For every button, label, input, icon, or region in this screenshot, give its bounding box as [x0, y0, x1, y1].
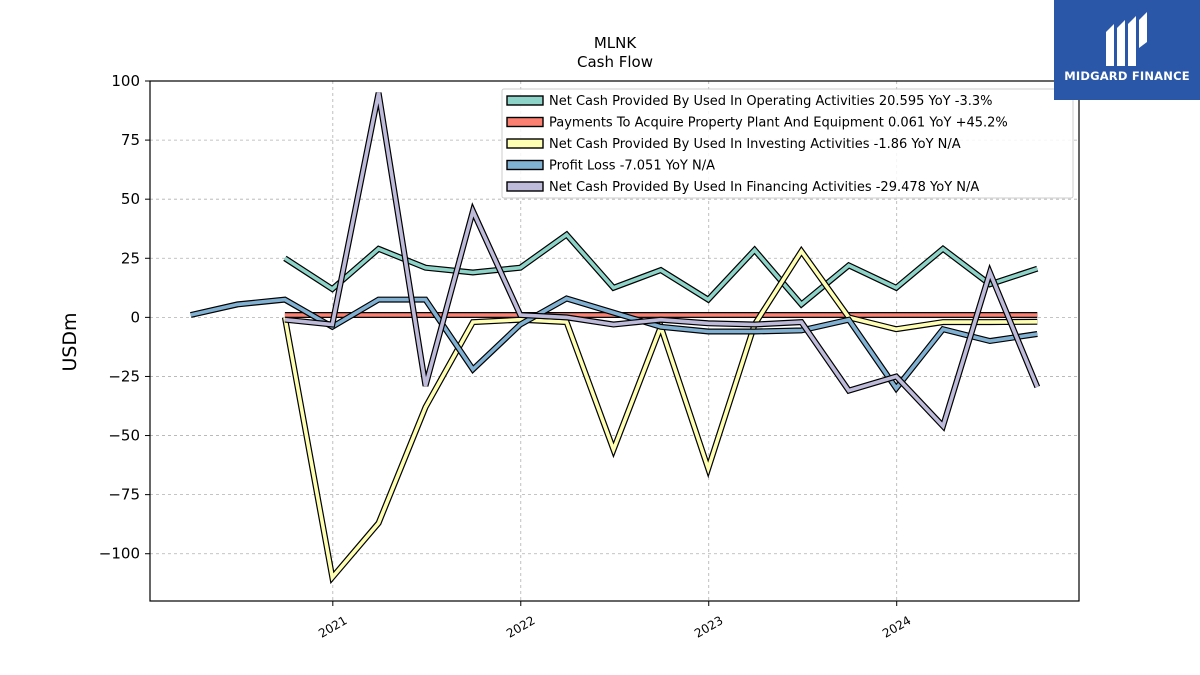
midgard-finance-logo: MIDGARD FINANCE	[1054, 0, 1200, 100]
legend-entry: Net Cash Provided By Used In Financing A…	[549, 180, 979, 195]
y-tick-label: −100	[99, 545, 140, 563]
legend: Net Cash Provided By Used In Operating A…	[501, 88, 1074, 199]
y-tick-label: 25	[121, 249, 140, 267]
legend-entry: Net Cash Provided By Used In Investing A…	[549, 137, 961, 152]
midgard-logo-icon	[1106, 12, 1147, 66]
legend-swatch	[506, 138, 544, 149]
y-tick-label: −50	[108, 427, 140, 445]
plot-area-frame	[149, 80, 1080, 602]
x-tick-label: 2024	[880, 613, 913, 640]
y-tick-label: −75	[108, 486, 140, 504]
y-tick-label: −25	[108, 367, 140, 385]
chart-title: MLNK	[594, 34, 638, 52]
y-tick-label: 100	[111, 72, 140, 90]
x-axis-ticks: 2021 2022 2023 2024	[316, 601, 913, 641]
x-tick-label: 2022	[504, 613, 537, 640]
series-4	[190, 295, 1038, 394]
y-tick-label: 0	[130, 308, 140, 326]
x-tick-label: 2023	[692, 613, 725, 640]
series-line	[283, 232, 1038, 307]
logo-wordmark: MIDGARD FINANCE	[1064, 69, 1190, 83]
legend-swatch	[506, 116, 544, 128]
y-tick-label: 75	[121, 131, 140, 149]
y-axis-label: USDm	[59, 312, 81, 371]
legend-entry: Payments To Acquire Property Plant And E…	[549, 116, 1008, 131]
series-lines	[190, 92, 1041, 585]
legend-box	[501, 88, 1074, 199]
legend-swatch	[506, 181, 544, 192]
chart-subtitle: Cash Flow	[577, 53, 653, 71]
x-tick-label: 2021	[316, 613, 349, 640]
legend-entry: Net Cash Provided By Used In Operating A…	[549, 94, 992, 109]
legend-entry: Profit Loss -7.051 YoY N/A	[549, 159, 715, 174]
y-axis-ticks: 100 75 50 25 0 −25 −50 −75 −100	[99, 72, 150, 563]
legend-swatch	[506, 159, 544, 171]
legend-swatch	[506, 95, 544, 106]
y-tick-label: 50	[121, 190, 140, 208]
series-5	[284, 92, 1041, 432]
series-1	[283, 230, 1039, 309]
